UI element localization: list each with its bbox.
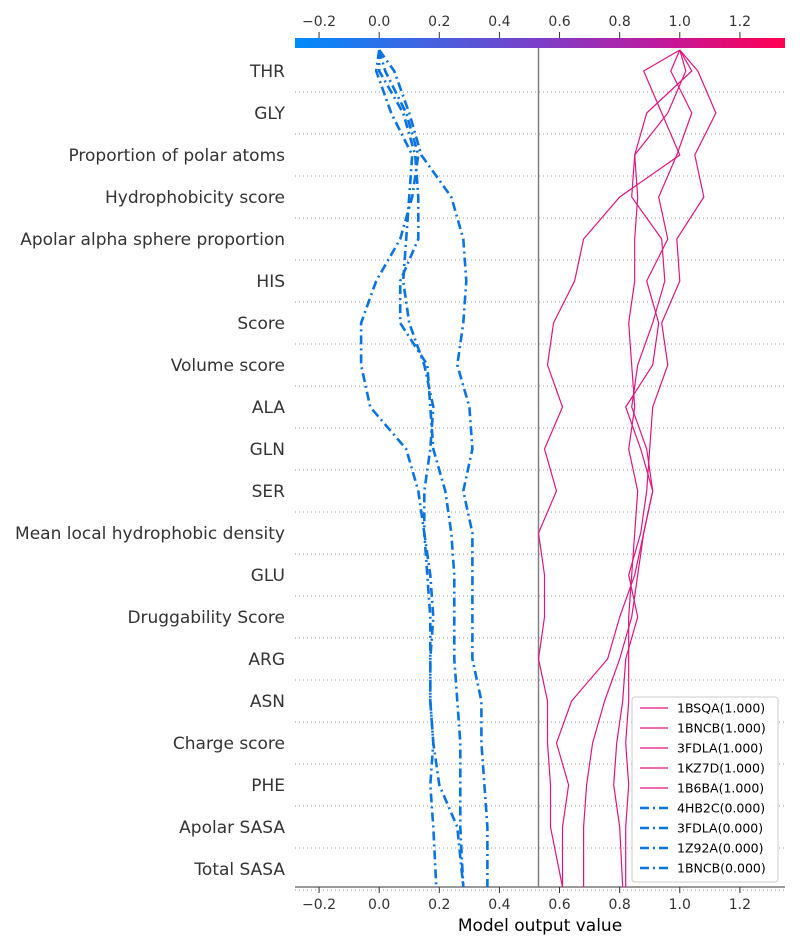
top-tick-label: 0.8	[609, 14, 631, 30]
feature-label: THR	[249, 62, 285, 82]
top-tick-label: 1.0	[669, 14, 691, 30]
feature-label: Score	[237, 314, 285, 334]
legend-entry: 1BNCB(0.000)	[677, 861, 766, 876]
feature-label: Volume score	[171, 356, 285, 376]
feature-label: Proportion of polar atoms	[68, 146, 285, 166]
legend-entry: 4HB2C(0.000)	[677, 801, 765, 816]
decision-line	[582, 49, 693, 887]
decision-line	[555, 49, 687, 887]
x-tick-label: 1.2	[729, 897, 751, 913]
decision-line	[613, 49, 717, 888]
top-tick-label: 0.2	[428, 14, 450, 30]
x-tick-label: 0.8	[609, 897, 631, 913]
bottom-axis: −0.2 0.0 0.2 0.4 0.6 0.8 1.0 1.2	[295, 886, 785, 913]
legend-entry: 3FDLA(0.000)	[677, 821, 763, 836]
legend-entry: 1BNCB(1.000)	[677, 721, 766, 736]
x-tick-label: 0.2	[428, 897, 450, 913]
feature-label: PHE	[251, 776, 285, 796]
legend-entry: 1B6BA(1.000)	[677, 781, 764, 796]
decision-line	[377, 50, 465, 888]
feature-label: Apolar SASA	[179, 818, 285, 838]
x-tick-label: 0.4	[488, 897, 510, 913]
x-axis-label: Model output value	[458, 916, 622, 936]
decision-line	[625, 49, 693, 887]
feature-label: SER	[252, 482, 286, 502]
feature-label: Charge score	[173, 734, 285, 754]
feature-labels: THR GLY Proportion of polar atoms Hydrophob…	[15, 62, 286, 880]
top-tick-label: 0.0	[368, 14, 390, 30]
feature-label: GLU	[251, 566, 285, 586]
x-tick-label: −0.2	[302, 897, 336, 913]
top-tick-label: 0.6	[548, 14, 570, 30]
x-tick-label: 0.0	[368, 897, 390, 913]
feature-label: Total SASA	[193, 860, 285, 880]
feature-label: ASN	[250, 692, 285, 712]
legend-entry: 1BSQA(1.000)	[677, 701, 765, 716]
feature-label: GLN	[250, 440, 285, 460]
feature-label: HIS	[256, 272, 285, 292]
feature-label: ALA	[252, 398, 285, 418]
top-tick-label: 0.4	[488, 14, 510, 30]
feature-label: Hydrophobicity score	[105, 188, 285, 208]
decision-line	[359, 49, 438, 888]
legend-entry: 3FDLA(1.000)	[677, 741, 763, 756]
x-tick-label: 0.6	[548, 897, 570, 913]
decision-line	[378, 49, 489, 887]
top-axis-ticks: −0.2 0.0 0.2 0.4 0.6 0.8 1.0 1.2	[302, 14, 751, 38]
feature-label: Mean local hydrophobic density	[15, 524, 285, 544]
legend: 1BSQA(1.000) 1BNCB(1.000) 3FDLA(1.000) 1KZ7…	[631, 696, 779, 883]
decision-lines	[359, 49, 717, 888]
feature-label: Apolar alpha sphere proportion	[20, 230, 285, 250]
decision-line	[374, 49, 465, 888]
legend-entry: 1Z92A(0.000)	[677, 841, 764, 856]
feature-label: GLY	[254, 104, 285, 124]
top-tick-label: 1.2	[729, 14, 751, 30]
legend-entry: 1KZ7D(1.000)	[677, 761, 765, 776]
legend-frame	[631, 696, 779, 883]
x-tick-label: 1.0	[669, 897, 691, 913]
colorbar	[295, 38, 785, 48]
top-tick-label: −0.2	[302, 14, 336, 30]
decision-line	[537, 49, 681, 888]
feature-label: Druggability Score	[127, 608, 285, 628]
feature-label: ARG	[248, 650, 285, 670]
